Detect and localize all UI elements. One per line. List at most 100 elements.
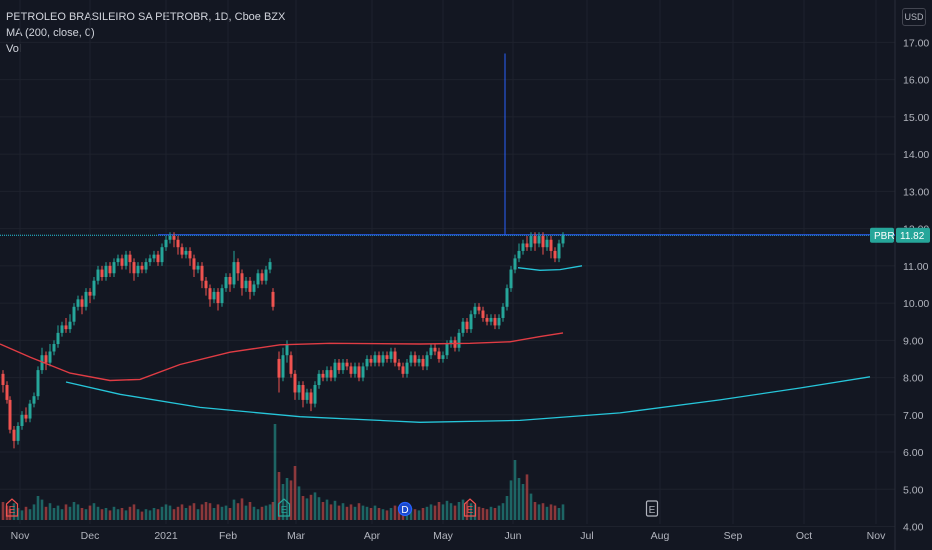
volume-bar [84,509,88,520]
volume-bar [112,506,116,520]
price-tick-label: 6.00 [903,447,924,459]
volume-bar [381,509,385,520]
volume-indicator-label[interactable]: Vol [6,43,22,55]
candle-body [240,273,244,289]
price-tick-label: 15.00 [903,112,929,124]
event-marker-letter: E [649,505,656,516]
candle-body [317,373,321,386]
volume-bar [453,505,457,520]
time-tick-label: Nov [11,530,30,542]
candle-body [136,265,140,274]
volume-bar [441,504,445,520]
volume-bar [389,508,393,520]
volume-bar [501,503,505,520]
ma200-line [0,332,564,382]
candle-body [200,265,204,281]
candle-body [285,344,289,356]
volume-bar [325,499,329,520]
volume-bar [8,509,12,520]
price-tick-label: 8.00 [903,373,924,385]
price-badge-value-bg [896,227,930,243]
volume-bar [148,510,152,520]
candle-body [208,288,212,300]
candle-body [441,355,445,359]
volume-bar [40,499,44,520]
drawings [0,53,895,423]
candle-body [140,265,144,270]
volume-bar [120,508,124,520]
candle-body [88,291,92,296]
candle-body [112,262,116,274]
volume-bar [553,505,557,520]
ma-indicator-label[interactable]: MA (200, close, 0) [6,27,95,39]
volume-bar [329,504,333,520]
earnings-marker-icon [277,498,291,517]
candle-body [20,414,24,426]
candle-body [449,340,453,345]
earnings-marker-icon [5,498,19,517]
volume-bar [156,509,160,520]
volume-bar [481,508,485,520]
volume-bar [385,510,389,520]
candle-body [365,358,369,367]
candle-body [493,317,497,326]
candle-body [561,235,565,244]
volume-bar [228,508,232,520]
volume-bar [216,504,220,520]
candle-body [60,325,64,333]
candle-body [405,362,409,374]
volume-bar [172,509,176,520]
volume-bar [273,424,277,520]
candle-body [397,362,401,367]
volume-bar [429,504,433,520]
candle-body [313,385,317,404]
candle-body [128,254,132,263]
candle-body [16,425,20,441]
currency-button[interactable]: USD [902,8,926,26]
volume-bar [144,509,148,520]
candle-body [108,265,112,274]
volume-bar [180,504,184,520]
candle-body [92,280,96,296]
time-tick-label: Dec [81,530,100,542]
candle-body [409,355,413,363]
candle-body [485,317,489,322]
price-tick-label: 10.00 [903,298,929,310]
candle-body [156,254,160,263]
candle-body [264,269,268,281]
candle-body [389,351,393,359]
candle-body [248,280,252,292]
price-tick-label: 4.00 [903,522,924,534]
volume-bar [88,505,92,520]
volume-bar [393,505,397,520]
candle-body [52,344,56,352]
candle-body [537,236,541,244]
volume-bar [373,505,377,520]
volume-bar [232,499,236,520]
earnings-marker-icon [645,500,659,517]
candle-body [513,258,517,270]
volume-bar [36,496,40,520]
candle-body [260,273,264,281]
volume-bar [477,506,481,520]
candle-body [252,284,256,292]
volume-bar [196,509,200,520]
volume-bar [1,502,5,520]
volume-bar [533,502,537,520]
time-tick-label: Sep [724,530,743,542]
volume-bar [24,506,28,520]
candle-body [421,358,425,367]
candle-body [425,355,429,367]
event-marker-letter: D [401,505,408,516]
candle-body [321,373,325,378]
volume-bar [64,504,68,520]
volume-bar [289,480,293,520]
candle-body [329,370,333,378]
volume-bar [297,486,301,520]
volume-bar [116,509,120,520]
candle-body [465,321,469,330]
volume-bar [268,504,272,520]
candle-body [180,247,184,255]
volume-bar [56,505,60,520]
